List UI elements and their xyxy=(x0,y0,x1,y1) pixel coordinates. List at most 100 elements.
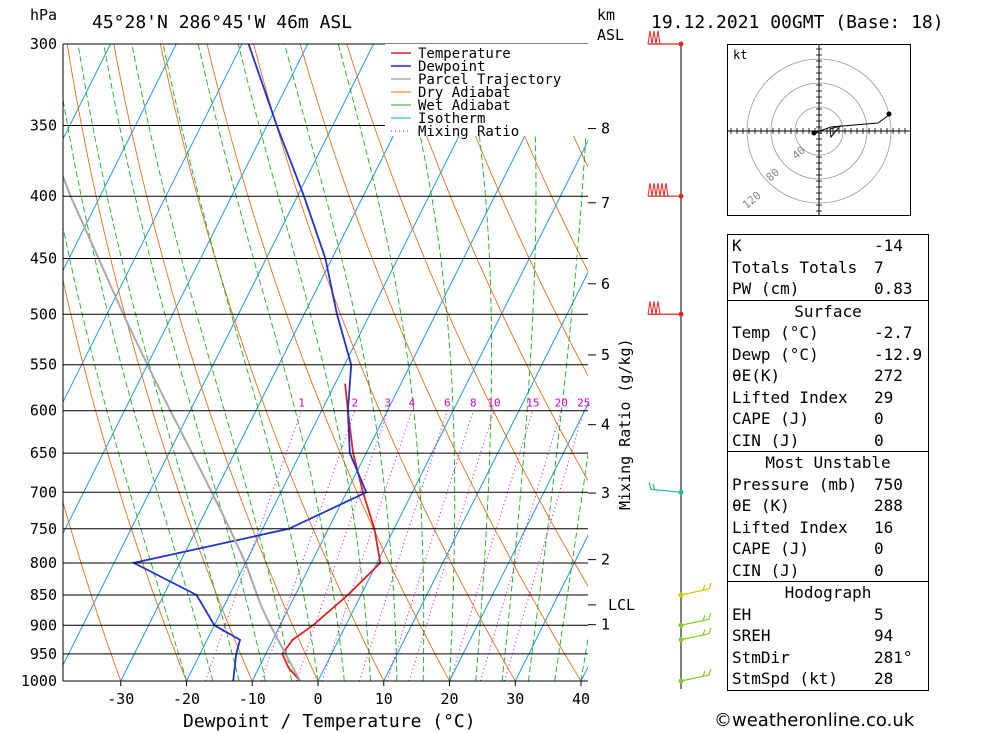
pressure-tick-label: 500 xyxy=(30,305,57,323)
asl-unit-label: ASL xyxy=(597,26,624,44)
hodo-row-eh: EH 5 xyxy=(732,604,884,624)
mixing-ratio-label: 3 xyxy=(384,397,391,410)
wet-adiabat-line xyxy=(131,44,293,681)
height-tick-label: 1 xyxy=(601,616,610,634)
wind-barb-flag xyxy=(651,30,657,45)
wet-adiabat-line xyxy=(284,44,398,681)
legend-label-parcel: Parcel Trajectory xyxy=(418,72,561,88)
storm-motion-arrow-icon xyxy=(829,125,842,139)
mixing-ratio-line xyxy=(295,410,389,681)
temperature-tick-label: -10 xyxy=(239,690,266,708)
wind-barb-glyph xyxy=(680,668,712,682)
most-unstable-section: Most Unstable Pressure (mb) 750 θE (K) 288… xyxy=(728,451,928,581)
mixing-ratio-line xyxy=(261,410,356,681)
mixing-ratio-line xyxy=(386,410,474,681)
indices-row-k: K -14 xyxy=(732,236,903,255)
isotherm-line xyxy=(251,44,572,681)
pressure-tick-label: 350 xyxy=(30,117,57,135)
hodograph-unit: kt xyxy=(733,48,747,62)
height-tick-label: 4 xyxy=(601,416,610,434)
mixing-ratio-line xyxy=(359,410,448,681)
height-tick-label: 5 xyxy=(601,346,610,364)
height-tick-label: 6 xyxy=(601,275,610,293)
km-unit-label: km xyxy=(597,6,615,24)
indices-row-totals: Totals Totals 7 xyxy=(732,257,884,277)
isotherm-line xyxy=(383,271,588,681)
pressure-tick-label: 750 xyxy=(30,520,57,538)
wind-barb-flag xyxy=(655,183,661,197)
parcel-trajectory-line xyxy=(63,173,302,681)
mixing-ratio-label: 6 xyxy=(444,397,451,410)
pressure-unit-label: hPa xyxy=(30,6,57,24)
mu-row-cape: CAPE (J) 0 xyxy=(732,539,884,558)
pressure-tick-label: 800 xyxy=(30,554,57,572)
height-tick-label: 3 xyxy=(601,484,610,502)
wind-barb-flag xyxy=(647,301,653,315)
indices-row-pw: PW (cm) 0.83 xyxy=(732,279,913,298)
legend-label-wet-adiabat: Wet Adiabat xyxy=(418,98,511,114)
x-axis-label: Dewpoint / Temperature (°C) xyxy=(183,711,476,732)
surface-row-li: Lifted Index 29 xyxy=(732,387,894,407)
temperature-tick-label: 0 xyxy=(313,690,322,708)
wind-barb-glyph xyxy=(680,582,712,596)
pressure-tick-label: 950 xyxy=(30,645,57,663)
mixing-ratio-label: 4 xyxy=(409,397,416,410)
temperature-tick-label: 20 xyxy=(440,690,458,708)
wind-barb-glyph xyxy=(648,482,682,493)
hodograph-stats-title: Hodograph xyxy=(784,583,872,602)
wind-barb-flag xyxy=(647,183,653,197)
pressure-tick-label: 850 xyxy=(30,586,57,604)
wet-adiabat-line xyxy=(527,76,588,681)
legend-label-dry-adiabat: Dry Adiabat xyxy=(418,85,511,101)
wind-barb-flag xyxy=(659,183,665,197)
wind-barb-flag xyxy=(651,183,657,197)
wind-barb-flag xyxy=(655,301,661,315)
wind-barb-glyph xyxy=(680,613,712,626)
most-unstable-title: Most Unstable xyxy=(765,453,891,472)
surface-row-thetae: θE(K) 272 xyxy=(732,366,903,385)
surface-row-cin: CIN (J) 0 xyxy=(732,430,884,450)
mu-row-cin: CIN (J) 0 xyxy=(732,560,884,580)
isotherm-line xyxy=(120,44,440,681)
surface-title: Surface xyxy=(794,301,862,321)
dry-adiabat-line xyxy=(439,44,588,377)
indices-panel: K -14 Totals Totals 7 PW (cm) 0.83 Surface … xyxy=(727,234,929,691)
hodograph-ticks xyxy=(730,42,906,218)
hodograph-ring-label-40: 40 xyxy=(790,144,809,162)
hodograph-ring-label-120: 120 xyxy=(740,189,764,212)
mixing-ratio-label: 1 xyxy=(298,397,305,410)
wind-barb-flag xyxy=(651,301,657,315)
wind-barb-flag xyxy=(663,183,669,197)
mu-row-pressure: Pressure (mb) 750 xyxy=(732,474,903,494)
pressure-tick-label: 300 xyxy=(30,35,57,53)
pressure-tick-label: 700 xyxy=(30,483,57,501)
wet-adiabat-line xyxy=(162,44,319,681)
dry-adiabat-line xyxy=(486,44,588,273)
pressure-tick-label: 650 xyxy=(30,444,57,462)
height-tick-label: 2 xyxy=(601,551,610,569)
hodograph-ring-label-80: 80 xyxy=(764,166,783,184)
surface-section: Surface Temp (°C) -2.7 Dewp (°C) -12.9 θE(… xyxy=(728,299,928,452)
wind-barb-flag xyxy=(655,30,661,45)
credit-link[interactable]: ©weatheronline.co.uk xyxy=(714,710,915,731)
height-tick-label: 7 xyxy=(601,194,610,212)
legend: Temperature Dewpoint Parcel Trajectory D… xyxy=(385,44,588,140)
isotherm-line xyxy=(63,44,374,667)
mixing-ratio-axis-label: Mixing Ratio (g/kg) xyxy=(616,338,634,510)
pressure-tick-label: 900 xyxy=(30,616,57,634)
wind-barb-glyph xyxy=(680,627,712,641)
wet-adiabat-line xyxy=(554,451,588,681)
isotherm-line xyxy=(317,139,588,681)
hodograph-plot: kt 40 80 120 xyxy=(728,42,910,218)
hodo-row-sreh: SREH 94 xyxy=(732,626,894,645)
mixing-ratio-label: 8 xyxy=(470,397,477,410)
isotherm-line xyxy=(514,534,588,681)
temperature-tick-label: 10 xyxy=(375,690,393,708)
pressure-tick-label: 400 xyxy=(30,187,57,205)
isotherm-line xyxy=(449,402,588,681)
wind-barbs xyxy=(647,30,712,689)
wind-barb-flag xyxy=(647,30,653,45)
temperature-tick-label: 30 xyxy=(506,690,524,708)
dewpoint-line xyxy=(131,44,368,681)
